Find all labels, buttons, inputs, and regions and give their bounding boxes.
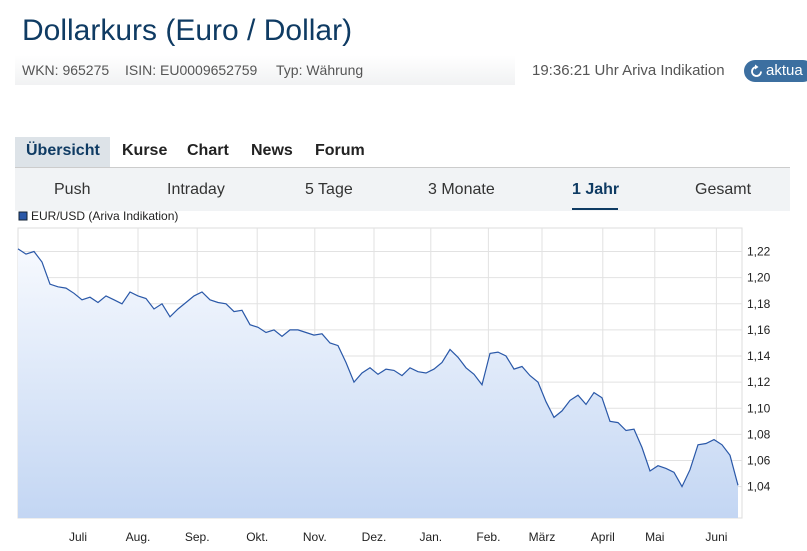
y-tick-label: 1,16 — [747, 323, 771, 337]
x-tick-label: Aug. — [126, 530, 151, 544]
x-tick-label: Feb. — [476, 530, 500, 544]
subtab-bar — [15, 168, 790, 211]
x-tick-label: März — [529, 530, 556, 544]
area — [18, 248, 738, 518]
tab-divider — [15, 167, 790, 168]
tab[interactable]: Chart — [187, 142, 229, 159]
legend-label: EUR/USD (Ariva Indikation) — [31, 209, 178, 223]
tab[interactable]: Übersicht — [26, 142, 100, 159]
x-tick-label: Juli — [69, 530, 87, 544]
tab[interactable]: Kurse — [122, 142, 168, 159]
y-tick-label: 1,10 — [747, 401, 771, 415]
x-tick-label: April — [591, 530, 615, 544]
x-tick-label: Dez. — [362, 530, 387, 544]
x-tick-label: Okt. — [246, 530, 268, 544]
refresh-button[interactable]: aktua — [744, 60, 807, 82]
legend-swatch — [18, 211, 28, 221]
y-tick-label: 1,08 — [747, 427, 771, 441]
y-tick-label: 1,14 — [747, 349, 771, 363]
button-label: aktua — [766, 62, 803, 79]
subtab[interactable]: 1 Jahr — [572, 181, 620, 198]
info-bar — [15, 55, 515, 85]
y-tick-label: 1,20 — [747, 271, 771, 285]
subtab[interactable]: Push — [54, 181, 91, 198]
y-tick-label: 1,12 — [747, 375, 771, 389]
type: Typ: Währung — [276, 62, 364, 78]
x-tick-label: Sep. — [185, 530, 210, 544]
isin: ISIN: EU0009652759 — [125, 62, 258, 78]
active-tab-bg — [15, 137, 110, 167]
subtab[interactable]: Gesamt — [695, 181, 752, 198]
page-title: Dollarkurs (Euro / Dollar) — [22, 14, 353, 47]
subtab-underline — [572, 208, 618, 210]
timestamp: 19:36:21 Uhr Ariva Indikation — [532, 62, 725, 79]
tab[interactable]: News — [251, 142, 293, 159]
y-tick-label: 1,22 — [747, 245, 771, 259]
y-tick-label: 1,04 — [747, 480, 771, 494]
y-tick-label: 1,18 — [747, 297, 771, 311]
x-tick-label: Nov. — [303, 530, 327, 544]
wkn: WKN: 965275 — [22, 62, 110, 78]
x-tick-label: Mai — [645, 530, 664, 544]
chart: 1,04 1,06 1,08 1,10 1,12 1,14 1,16 1,18 1,20 1,22… — [17, 209, 771, 544]
x-tick-label: Jan. — [419, 530, 442, 544]
subtab[interactable]: Intraday — [167, 181, 225, 198]
tab[interactable]: Forum — [315, 142, 365, 159]
subtab[interactable]: 5 Tage — [305, 181, 353, 198]
subtab[interactable]: 3 Monate — [428, 181, 495, 198]
line — [17, 248, 739, 488]
x-tick-label: Juni — [705, 530, 727, 544]
refresh-icon — [751, 64, 762, 77]
y-tick-label: 1,06 — [747, 454, 771, 468]
